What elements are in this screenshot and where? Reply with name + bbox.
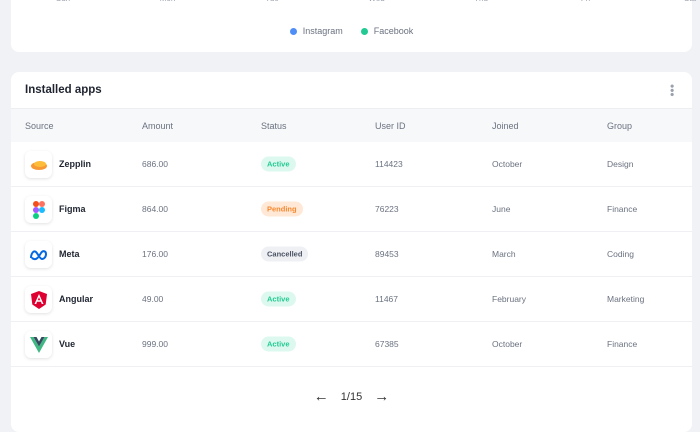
zeplin-logo-icon: [25, 151, 52, 178]
x-tick-label: Tue: [265, 0, 279, 3]
joined-cell: June: [492, 204, 511, 214]
amount-cell: 176.00: [142, 249, 168, 259]
amount-cell: 49.00: [142, 294, 164, 304]
angular-logo-icon: [25, 286, 52, 313]
table-row[interactable]: Figma 864.00 Pending 76223 June Finance: [11, 187, 692, 232]
table-row[interactable]: Meta 176.00 Cancelled 89453 March Coding: [11, 232, 692, 277]
card-title: Installed apps: [25, 84, 102, 96]
facebook-dot-icon: [360, 27, 368, 35]
group-cell: Coding: [607, 249, 634, 259]
meta-logo-icon: [25, 241, 52, 268]
source-name: Zepplin: [59, 159, 91, 169]
card-header: Installed apps •••: [11, 72, 692, 109]
instagram-dot-icon: [289, 27, 297, 35]
pagination: ← 1/15 →: [11, 388, 692, 405]
table-row[interactable]: Vue 999.00 Active 67385 October Finance: [11, 322, 692, 367]
group-cell: Finance: [607, 339, 638, 349]
joined-cell: October: [492, 339, 523, 349]
user-id-cell: 67385: [375, 339, 399, 349]
next-page-arrow-icon[interactable]: →: [374, 388, 390, 405]
amount-cell: 864.00: [142, 204, 168, 214]
source-name: Meta: [59, 249, 80, 259]
table-row[interactable]: Angular 49.00 Active 11467 February Marketing: [11, 277, 692, 322]
x-tick-label: Fri: [581, 0, 590, 3]
source-name: Angular: [59, 294, 94, 304]
joined-cell: October: [492, 159, 523, 169]
chart-legend: Instagram Facebook: [11, 26, 692, 36]
user-id-cell: 11467: [375, 294, 399, 304]
group-cell: Finance: [607, 204, 638, 214]
group-cell: Design: [607, 159, 634, 169]
status-badge: Active: [261, 291, 296, 307]
x-tick-label: Mon: [160, 0, 176, 3]
legend-facebook[interactable]: Facebook: [360, 26, 414, 36]
column-header[interactable]: Amount: [142, 120, 174, 131]
user-id-cell: 76223: [375, 204, 399, 214]
column-header[interactable]: User ID: [375, 120, 406, 131]
column-header[interactable]: Source: [25, 120, 54, 131]
legend-label: Facebook: [373, 26, 414, 36]
vue-logo-icon: [25, 331, 52, 358]
table-header: Source Amount Status User ID Joined Group: [11, 109, 692, 142]
column-header[interactable]: Status: [261, 120, 287, 131]
figma-logo-icon: [25, 196, 52, 223]
source-name: Vue: [59, 339, 76, 349]
status-badge: Active: [261, 156, 296, 172]
page-indicator: 1/15: [340, 390, 363, 403]
x-tick-label: Sun: [56, 0, 70, 3]
x-axis-labels: Sun Mon Tue Wed Thu Fri Sat: [11, 0, 696, 4]
user-id-cell: 89453: [375, 249, 399, 259]
joined-cell: February: [492, 294, 527, 304]
table-row[interactable]: Zepplin 686.00 Active 114423 October Design: [11, 142, 692, 187]
table-body: Zepplin 686.00 Active 114423 October Design Fi…: [11, 142, 692, 367]
joined-cell: March: [492, 249, 516, 259]
kebab-menu-icon[interactable]: •••: [665, 83, 679, 97]
user-id-cell: 114423: [375, 159, 403, 169]
column-header[interactable]: Group: [607, 120, 633, 131]
prev-page-arrow-icon[interactable]: ←: [313, 388, 329, 405]
group-cell: Marketing: [607, 294, 645, 304]
status-badge: Cancelled: [261, 246, 309, 262]
status-badge: Active: [261, 336, 296, 352]
source-name: Figma: [59, 204, 86, 214]
amount-cell: 999.00: [142, 339, 168, 349]
installed-apps-card: Installed apps ••• Source Amount Status Use…: [11, 72, 692, 432]
column-header[interactable]: Joined: [492, 120, 519, 131]
x-tick-label: Wed: [368, 0, 384, 3]
chart-card: Sun Mon Tue Wed Thu Fri Sat Instagram Facebook: [11, 0, 696, 52]
amount-cell: 686.00: [142, 159, 168, 169]
x-tick-label: Sat: [684, 0, 696, 3]
legend-label: Instagram: [302, 26, 343, 36]
status-badge: Pending: [261, 201, 303, 217]
x-tick-label: Thu: [474, 0, 488, 3]
legend-instagram[interactable]: Instagram: [289, 26, 343, 36]
